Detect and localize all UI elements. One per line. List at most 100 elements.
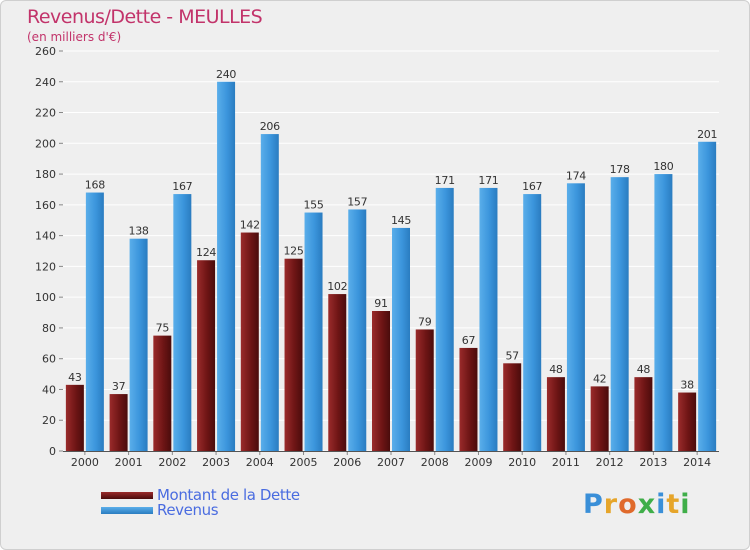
data-label-debt-2014: 38 — [680, 379, 694, 392]
bar-debt-2004 — [240, 232, 259, 451]
y-tick-label: 260 — [35, 45, 56, 58]
data-label-debt-2006: 102 — [327, 280, 347, 293]
data-label-revenue-2004: 206 — [260, 120, 280, 133]
logo-letter: i — [680, 489, 691, 520]
chart-title: Revenus/Dette - MEULLES — [27, 6, 263, 28]
x-axis-ticks: 2000 2001 2002 2003 2004 2005 2006 2007 2008 2009… — [71, 451, 711, 469]
bar-debt-2006 — [328, 294, 347, 451]
logo-letter: o — [618, 489, 638, 520]
data-label-debt-2001: 37 — [112, 380, 126, 393]
data-label-debt-2011: 48 — [549, 363, 563, 376]
bar-debt-2000 — [65, 384, 84, 451]
x-tick-label: 2013 — [639, 456, 667, 469]
x-tick-label: 2005 — [290, 456, 318, 469]
x-tick-label: 2014 — [683, 456, 711, 469]
x-tick-label: 2009 — [464, 456, 492, 469]
y-tick-label: 0 — [49, 445, 56, 458]
y-tick-label: 220 — [35, 107, 56, 120]
y-tick-label: 40 — [42, 383, 56, 396]
bar-debt-2011 — [546, 377, 565, 451]
data-label-debt-2003: 124 — [196, 246, 216, 259]
y-tick-label: 240 — [35, 76, 56, 89]
bar-revenue-2005 — [304, 212, 323, 451]
bar-debt-2003 — [197, 260, 216, 451]
legend-label-revenue: Revenus — [157, 501, 219, 519]
y-axis-ticks: 0 20 40 60 80 100 120 140 160 180 200 220 240 260 — [35, 45, 63, 458]
y-tick-label: 60 — [42, 353, 56, 366]
data-label-debt-2002: 75 — [156, 322, 170, 335]
data-label-debt-2008: 79 — [418, 315, 432, 328]
bar-revenue-2006 — [348, 209, 367, 451]
bar-revenue-2009 — [479, 187, 498, 451]
bar-revenue-2010 — [523, 194, 542, 452]
data-labels: 43 168 37 138 75 167 124 240 142 206 125 155 102 157 9… — [68, 68, 717, 393]
bar-debt-2007 — [372, 311, 390, 451]
x-tick-label: 2007 — [377, 456, 405, 469]
data-label-revenue-2009: 171 — [478, 174, 498, 187]
legend-label-debt: Montant de la Dette — [157, 486, 300, 504]
y-tick-label: 80 — [42, 322, 56, 335]
data-label-debt-2004: 142 — [240, 219, 260, 232]
x-tick-label: 2004 — [246, 456, 274, 469]
data-label-debt-2009: 67 — [462, 334, 476, 347]
y-tick-label: 120 — [35, 260, 56, 273]
bar-debt-2010 — [503, 363, 522, 451]
bar-revenue-2003 — [217, 81, 236, 452]
y-tick-label: 160 — [35, 199, 56, 212]
bar-revenue-2008 — [435, 187, 454, 451]
data-label-revenue-2005: 155 — [303, 199, 323, 212]
y-tick-label: 180 — [35, 168, 56, 181]
data-label-debt-2012: 42 — [593, 372, 606, 385]
legend-swatch-revenue — [101, 506, 153, 514]
bar-revenue-2012 — [610, 177, 629, 451]
y-tick-label: 140 — [35, 230, 56, 243]
logo-letter: r — [603, 489, 619, 520]
data-label-debt-2005: 125 — [283, 245, 303, 258]
bar-revenue-2004 — [260, 134, 279, 452]
data-label-revenue-2014: 201 — [697, 128, 717, 141]
data-label-revenue-2011: 174 — [566, 169, 586, 182]
gridlines — [63, 50, 719, 452]
x-tick-label: 2003 — [202, 456, 230, 469]
logo-letter: i — [656, 489, 667, 520]
data-label-revenue-2003: 240 — [216, 68, 236, 81]
bar-revenue-2014 — [698, 141, 717, 451]
logo-letter: x — [637, 489, 657, 520]
bars — [65, 81, 717, 452]
x-tick-label: 2011 — [552, 456, 580, 469]
x-tick-label: 2000 — [71, 456, 99, 469]
legend-item-debt: Montant de la Dette — [101, 486, 300, 504]
data-label-revenue-2013: 180 — [653, 160, 673, 173]
x-tick-label: 2008 — [421, 456, 449, 469]
x-tick-label: 2006 — [333, 456, 361, 469]
bar-debt-2009 — [459, 347, 478, 451]
data-label-debt-2013: 48 — [637, 363, 651, 376]
y-tick-label: 200 — [35, 137, 56, 150]
data-label-revenue-2000: 168 — [85, 179, 105, 192]
data-label-debt-2010: 57 — [505, 349, 519, 362]
y-tick-label: 100 — [35, 291, 56, 304]
y-tick-label: 20 — [42, 414, 56, 427]
bar-revenue-2001 — [129, 238, 148, 451]
data-label-revenue-2012: 178 — [610, 163, 630, 176]
bar-debt-2005 — [284, 258, 303, 451]
logo-letter: P — [583, 489, 604, 520]
bar-revenue-2000 — [85, 192, 104, 452]
bar-revenue-2011 — [566, 183, 585, 452]
x-tick-label: 2002 — [158, 456, 186, 469]
data-label-revenue-2007: 145 — [391, 214, 411, 227]
logo-letter: t — [666, 489, 681, 520]
bar-debt-2013 — [634, 377, 653, 451]
proxiti-logo: Proxiti — [583, 489, 691, 520]
bar-debt-2012 — [590, 386, 609, 451]
data-label-debt-2000: 43 — [68, 371, 82, 384]
chart-subtitle: (en milliers d'€) — [27, 30, 122, 44]
data-label-debt-2007: 91 — [374, 297, 387, 310]
data-label-revenue-2001: 138 — [129, 225, 149, 238]
data-label-revenue-2008: 171 — [435, 174, 455, 187]
bar-revenue-2013 — [654, 174, 673, 452]
data-label-revenue-2006: 157 — [347, 195, 367, 208]
bar-revenue-2007 — [392, 227, 410, 451]
